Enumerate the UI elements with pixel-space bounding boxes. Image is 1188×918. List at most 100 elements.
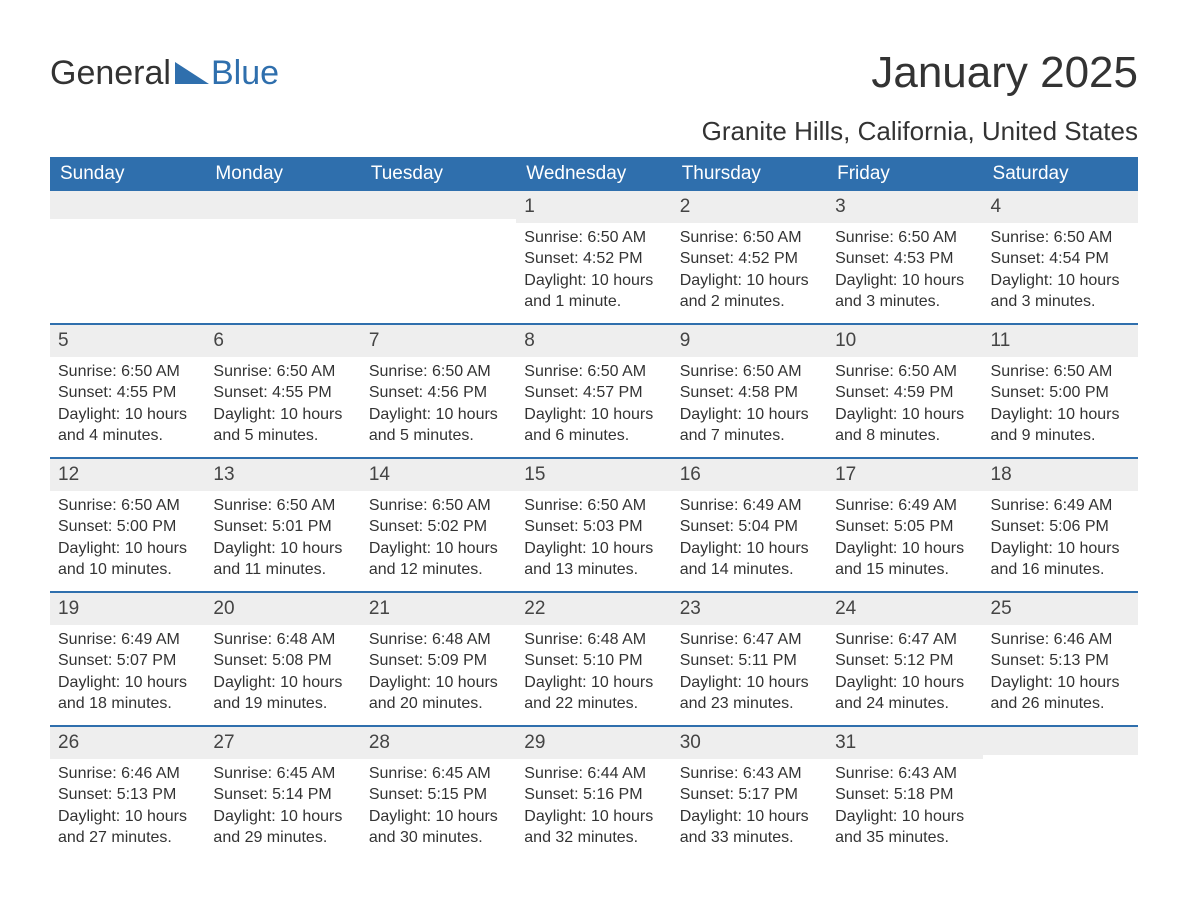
calendar-cell: 28Sunrise: 6:45 AMSunset: 5:15 PMDayligh… (361, 727, 516, 859)
daylight2-text: and 11 minutes. (213, 559, 352, 581)
sunset-text: Sunset: 5:00 PM (58, 516, 197, 538)
calendar-cell-empty (361, 191, 516, 323)
daylight2-text: and 20 minutes. (369, 693, 508, 715)
sunrise-text: Sunrise: 6:50 AM (213, 361, 352, 383)
calendar-cell-empty (983, 727, 1138, 859)
sunset-text: Sunset: 4:52 PM (680, 248, 819, 270)
daylight1-text: Daylight: 10 hours (991, 538, 1130, 560)
sunrise-text: Sunrise: 6:49 AM (680, 495, 819, 517)
day-number: 4 (983, 191, 1138, 223)
weeks-container: 1Sunrise: 6:50 AMSunset: 4:52 PMDaylight… (50, 191, 1138, 859)
daylight2-text: and 10 minutes. (58, 559, 197, 581)
daylight1-text: Daylight: 10 hours (524, 806, 663, 828)
sunset-text: Sunset: 5:13 PM (991, 650, 1130, 672)
daylight2-text: and 2 minutes. (680, 291, 819, 313)
daylight2-text: and 4 minutes. (58, 425, 197, 447)
sunrise-text: Sunrise: 6:48 AM (213, 629, 352, 651)
day-header-tuesday: Tuesday (361, 157, 516, 191)
calendar-cell: 10Sunrise: 6:50 AMSunset: 4:59 PMDayligh… (827, 325, 982, 457)
sunrise-text: Sunrise: 6:50 AM (835, 361, 974, 383)
calendar-cell: 2 Sunrise: 6:50 AMSunset: 4:52 PMDaylight… (672, 191, 827, 323)
calendar-cell: 18 Sunrise: 6:49 AMSunset: 5:06 PMDayligh… (983, 459, 1138, 591)
daylight1-text: Daylight: 10 hours (835, 270, 974, 292)
daylight1-text: Daylight: 10 hours (58, 538, 197, 560)
calendar-cell: 27Sunrise: 6:45 AMSunset: 5:14 PMDayligh… (205, 727, 360, 859)
daylight2-text: and 6 minutes. (524, 425, 663, 447)
daylight2-text: and 8 minutes. (835, 425, 974, 447)
daylight1-text: Daylight: 10 hours (680, 672, 819, 694)
calendar-cell: 7Sunrise: 6:50 AMSunset: 4:56 PMDaylight… (361, 325, 516, 457)
day-number: 21 (361, 593, 516, 625)
day-number: 3 (827, 191, 982, 223)
daylight1-text: Daylight: 10 hours (835, 806, 974, 828)
day-number: 27 (205, 727, 360, 759)
daylight1-text: Daylight: 10 hours (991, 270, 1130, 292)
sunrise-text: Sunrise: 6:43 AM (680, 763, 819, 785)
daylight2-text: and 3 minutes. (835, 291, 974, 313)
day-header-row: Sunday Monday Tuesday Wednesday Thursday… (50, 157, 1138, 191)
day-number: 18 (983, 459, 1138, 491)
day-number: 12 (50, 459, 205, 491)
day-header-saturday: Saturday (983, 157, 1138, 191)
calendar-cell: 20Sunrise: 6:48 AMSunset: 5:08 PMDayligh… (205, 593, 360, 725)
day-number: 16 (672, 459, 827, 491)
daylight2-text: and 5 minutes. (369, 425, 508, 447)
sunset-text: Sunset: 5:05 PM (835, 516, 974, 538)
daylight1-text: Daylight: 10 hours (524, 270, 663, 292)
sunrise-text: Sunrise: 6:48 AM (369, 629, 508, 651)
day-number: 14 (361, 459, 516, 491)
sunrise-text: Sunrise: 6:50 AM (213, 495, 352, 517)
logo: General Blue (50, 54, 279, 93)
sunrise-text: Sunrise: 6:50 AM (680, 227, 819, 249)
location-text: Granite Hills, California, United States (50, 116, 1138, 147)
sunrise-text: Sunrise: 6:50 AM (680, 361, 819, 383)
calendar-cell: 13Sunrise: 6:50 AMSunset: 5:01 PMDayligh… (205, 459, 360, 591)
sunset-text: Sunset: 5:00 PM (991, 382, 1130, 404)
sunrise-text: Sunrise: 6:50 AM (991, 227, 1130, 249)
daylight2-text: and 29 minutes. (213, 827, 352, 849)
day-number: 15 (516, 459, 671, 491)
daylight1-text: Daylight: 10 hours (213, 538, 352, 560)
daylight2-text: and 33 minutes. (680, 827, 819, 849)
sunset-text: Sunset: 4:52 PM (524, 248, 663, 270)
calendar-cell: 12Sunrise: 6:50 AMSunset: 5:00 PMDayligh… (50, 459, 205, 591)
sunrise-text: Sunrise: 6:44 AM (524, 763, 663, 785)
sunset-text: Sunset: 5:12 PM (835, 650, 974, 672)
calendar-cell: 25Sunrise: 6:46 AMSunset: 5:13 PMDayligh… (983, 593, 1138, 725)
daylight2-text: and 24 minutes. (835, 693, 974, 715)
daylight1-text: Daylight: 10 hours (991, 404, 1130, 426)
day-header-monday: Monday (205, 157, 360, 191)
calendar-cell: 30Sunrise: 6:43 AMSunset: 5:17 PMDayligh… (672, 727, 827, 859)
sunrise-text: Sunrise: 6:49 AM (991, 495, 1130, 517)
sunset-text: Sunset: 5:09 PM (369, 650, 508, 672)
daylight1-text: Daylight: 10 hours (524, 672, 663, 694)
daylight2-text: and 5 minutes. (213, 425, 352, 447)
sunset-text: Sunset: 5:18 PM (835, 784, 974, 806)
calendar-cell: 3Sunrise: 6:50 AMSunset: 4:53 PMDaylight… (827, 191, 982, 323)
day-number: 20 (205, 593, 360, 625)
sunrise-text: Sunrise: 6:45 AM (369, 763, 508, 785)
daylight2-text: and 19 minutes. (213, 693, 352, 715)
sunset-text: Sunset: 4:54 PM (991, 248, 1130, 270)
day-number: 28 (361, 727, 516, 759)
logo-text-general: General (50, 54, 171, 93)
calendar-cell: 24Sunrise: 6:47 AMSunset: 5:12 PMDayligh… (827, 593, 982, 725)
week-row: 1Sunrise: 6:50 AMSunset: 4:52 PMDaylight… (50, 191, 1138, 323)
daylight1-text: Daylight: 10 hours (58, 806, 197, 828)
daylight1-text: Daylight: 10 hours (58, 404, 197, 426)
sunset-text: Sunset: 5:02 PM (369, 516, 508, 538)
daylight1-text: Daylight: 10 hours (680, 270, 819, 292)
daylight2-text: and 9 minutes. (991, 425, 1130, 447)
sunset-text: Sunset: 5:15 PM (369, 784, 508, 806)
week-row: 26Sunrise: 6:46 AMSunset: 5:13 PMDayligh… (50, 725, 1138, 859)
sunset-text: Sunset: 5:01 PM (213, 516, 352, 538)
day-number: 2 (672, 191, 827, 223)
calendar-page: General Blue January 2025 Granite Hills,… (0, 0, 1188, 899)
calendar-cell-empty (205, 191, 360, 323)
sunrise-text: Sunrise: 6:46 AM (58, 763, 197, 785)
sunset-text: Sunset: 5:06 PM (991, 516, 1130, 538)
daylight2-text: and 14 minutes. (680, 559, 819, 581)
day-number: 29 (516, 727, 671, 759)
day-number: 24 (827, 593, 982, 625)
daylight2-text: and 27 minutes. (58, 827, 197, 849)
